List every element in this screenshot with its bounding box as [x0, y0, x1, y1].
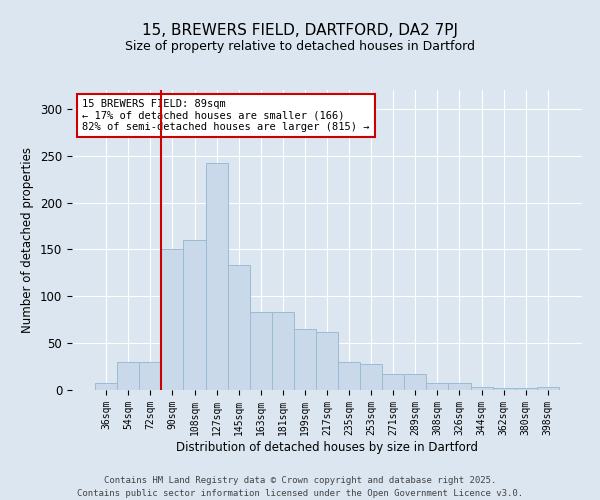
Bar: [206, 163, 227, 390]
Bar: [448, 384, 470, 390]
Bar: [316, 332, 338, 390]
Text: Contains public sector information licensed under the Open Government Licence v3: Contains public sector information licen…: [77, 489, 523, 498]
Bar: [515, 388, 537, 390]
Bar: [227, 266, 250, 390]
Bar: [404, 374, 427, 390]
Text: Contains HM Land Registry data © Crown copyright and database right 2025.: Contains HM Land Registry data © Crown c…: [104, 476, 496, 485]
Bar: [184, 240, 206, 390]
Bar: [360, 364, 382, 390]
Bar: [470, 387, 493, 390]
Bar: [294, 329, 316, 390]
Bar: [161, 250, 184, 390]
Bar: [338, 362, 360, 390]
Text: 15, BREWERS FIELD, DARTFORD, DA2 7PJ: 15, BREWERS FIELD, DARTFORD, DA2 7PJ: [142, 22, 458, 38]
Bar: [537, 387, 559, 390]
Bar: [382, 374, 404, 390]
Bar: [139, 362, 161, 390]
Bar: [250, 312, 272, 390]
Text: Size of property relative to detached houses in Dartford: Size of property relative to detached ho…: [125, 40, 475, 53]
X-axis label: Distribution of detached houses by size in Dartford: Distribution of detached houses by size …: [176, 440, 478, 454]
Text: 15 BREWERS FIELD: 89sqm
← 17% of detached houses are smaller (166)
82% of semi-d: 15 BREWERS FIELD: 89sqm ← 17% of detache…: [82, 99, 370, 132]
Bar: [95, 382, 117, 390]
Y-axis label: Number of detached properties: Number of detached properties: [22, 147, 34, 333]
Bar: [427, 384, 448, 390]
Bar: [272, 312, 294, 390]
Bar: [117, 362, 139, 390]
Bar: [493, 388, 515, 390]
